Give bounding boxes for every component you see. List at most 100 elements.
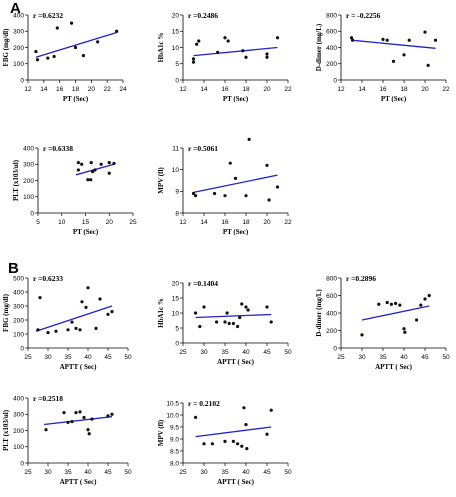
chart-10: 25 30 35 40 45 50 8.0 8.5 9.0 9.5 10.0 10.5 r = 0.21…: [157, 399, 292, 486]
x-tick-label: 40: [242, 349, 250, 356]
data-point: [385, 300, 389, 305]
x-tick-label: 16: [56, 86, 64, 93]
data-point: [70, 320, 74, 324]
data-point: [78, 410, 82, 414]
data-point: [389, 302, 393, 306]
data-point: [87, 432, 91, 436]
data-point: [216, 50, 220, 54]
y-tick-label: 500: [13, 275, 24, 282]
x-tick-label: 20: [263, 86, 271, 93]
x-tick-label: 40: [400, 354, 408, 361]
x-tick-label: 50: [284, 349, 292, 356]
fit-line: [351, 39, 436, 49]
data-point: [86, 178, 90, 182]
x-tick-label: 30: [358, 354, 366, 361]
data-point: [110, 412, 114, 416]
x-tick-label: 35: [221, 469, 229, 476]
y-tick-label: 400: [23, 145, 34, 152]
r-label: r =0.2518: [33, 394, 63, 403]
x-axis-label: APTT ( Sec): [60, 478, 97, 486]
fit-line: [193, 46, 278, 57]
data-point: [66, 328, 70, 332]
data-point: [76, 168, 80, 172]
x-tick-label: 45: [421, 354, 429, 361]
y-tick-label: 0: [20, 345, 24, 352]
data-point: [106, 414, 110, 418]
data-point: [36, 328, 40, 332]
data-point: [35, 58, 40, 62]
r-label: r = -0.2256: [346, 11, 381, 20]
data-point: [226, 39, 230, 43]
r-label: r =0.2896: [346, 274, 376, 283]
y-axis-label: HbA1c %: [157, 33, 165, 63]
y-tick-label: 10: [172, 167, 180, 174]
y-tick-label: 200: [326, 328, 337, 335]
y-tick-label: 300: [13, 412, 24, 419]
data-point: [427, 293, 431, 298]
data-point: [228, 161, 232, 165]
x-tick-label: 35: [221, 349, 229, 356]
x-tick-label: 14: [40, 86, 48, 93]
x-tick-label: 18: [242, 219, 250, 226]
data-point: [202, 442, 206, 446]
data-point: [70, 419, 74, 424]
y-tick-label: 200: [13, 45, 24, 52]
y-tick-label: 10: [172, 45, 180, 52]
chart-3: 12 14 16 18 20 22 0 200 400 600 800 r = -0.2256 PT (…: [315, 11, 450, 103]
x-axis-label: APTT ( Sec): [217, 358, 254, 366]
x-tick-label: 30: [200, 469, 208, 476]
data-point: [265, 55, 269, 59]
x-tick-label: 16: [379, 86, 387, 93]
data-point: [80, 300, 84, 304]
data-point: [223, 36, 227, 40]
fit-line: [193, 174, 278, 194]
chart-9: 25 30 35 40 45 50 0 100 200 300 400 r =0.2518 APTT (…: [2, 394, 132, 486]
data-point: [74, 411, 78, 415]
r-label: r =0.6232: [33, 11, 63, 20]
data-point: [215, 320, 219, 324]
x-axis-label: APTT ( Sec): [375, 363, 412, 371]
y-tick-label: 8: [175, 210, 179, 217]
data-point: [244, 305, 248, 309]
data-point: [233, 176, 238, 180]
data-point: [212, 191, 217, 196]
data-point: [94, 326, 98, 330]
data-point: [78, 328, 82, 332]
fit-line: [195, 313, 272, 319]
x-tick-label: 50: [124, 354, 132, 361]
data-point: [115, 29, 119, 33]
x-tick-label: 45: [263, 469, 271, 476]
data-point: [241, 49, 245, 53]
y-axis-label: PLT (x103/ul): [2, 409, 10, 451]
section-label-b: B: [8, 260, 19, 277]
y-tick-label: 800: [326, 12, 337, 19]
y-tick-label: 5: [175, 61, 179, 68]
chart-7: 25 30 35 40 45 50 0 5 10 15 20 r =0.1404 APTT ( Sec)…: [157, 279, 292, 366]
data-point: [89, 161, 93, 165]
y-tick-label: 0: [175, 340, 179, 347]
data-point: [89, 178, 93, 182]
r-label: r =0.2486: [188, 11, 218, 20]
data-point: [275, 185, 280, 189]
x-tick-label: 14: [200, 86, 208, 93]
data-point: [62, 411, 66, 415]
x-tick-label: 22: [284, 86, 292, 93]
x-tick-label: 30: [44, 469, 52, 476]
x-tick-label: 40: [242, 469, 250, 476]
x-tick-label: 35: [379, 354, 387, 361]
data-point: [265, 52, 269, 56]
data-point: [402, 53, 406, 57]
x-axis-label: PT (Sec): [63, 95, 89, 103]
x-axis-label: PT (Sec): [223, 95, 249, 103]
data-point: [244, 55, 248, 59]
y-tick-label: 400: [13, 395, 24, 402]
y-tick-label: 400: [326, 45, 337, 52]
x-tick-label: 45: [263, 349, 271, 356]
data-point: [236, 324, 240, 329]
data-point: [242, 406, 246, 410]
y-tick-label: 9.5: [170, 424, 179, 431]
data-point: [415, 318, 419, 322]
y-tick-label: 300: [23, 162, 34, 169]
y-tick-label: 200: [23, 178, 34, 185]
